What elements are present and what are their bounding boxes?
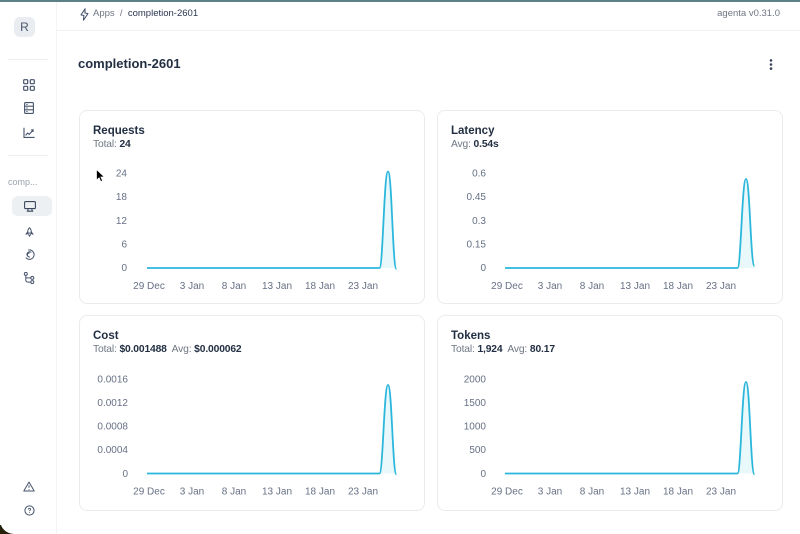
svg-text:8 Jan: 8 Jan (222, 487, 246, 498)
svg-text:3 Jan: 3 Jan (180, 281, 204, 292)
svg-text:29 Dec: 29 Dec (491, 281, 523, 292)
svg-text:23 Jan: 23 Jan (706, 281, 736, 292)
svg-text:3 Jan: 3 Jan (538, 281, 562, 292)
svg-text:0: 0 (480, 469, 486, 480)
svg-text:29 Dec: 29 Dec (133, 487, 165, 498)
svg-text:12: 12 (116, 216, 128, 227)
svg-text:24: 24 (116, 169, 128, 180)
svg-text:3 Jan: 3 Jan (538, 487, 562, 498)
svg-text:1000: 1000 (464, 422, 487, 433)
svg-text:0: 0 (480, 263, 486, 274)
svg-text:23 Jan: 23 Jan (706, 487, 736, 498)
svg-text:3 Jan: 3 Jan (180, 487, 204, 498)
svg-text:0.0004: 0.0004 (97, 445, 128, 456)
svg-text:6: 6 (121, 240, 127, 251)
svg-text:0.3: 0.3 (472, 216, 486, 227)
svg-text:8 Jan: 8 Jan (580, 487, 604, 498)
svg-text:18 Jan: 18 Jan (305, 281, 335, 292)
svg-text:0.6: 0.6 (472, 169, 486, 180)
svg-text:0: 0 (121, 263, 127, 274)
svg-text:18: 18 (116, 192, 128, 203)
svg-text:18 Jan: 18 Jan (663, 281, 693, 292)
svg-text:13 Jan: 13 Jan (620, 487, 650, 498)
svg-text:0: 0 (122, 469, 128, 480)
svg-text:0.45: 0.45 (467, 192, 487, 203)
svg-text:0.0008: 0.0008 (97, 422, 128, 433)
svg-text:0.15: 0.15 (467, 240, 487, 251)
svg-text:18 Jan: 18 Jan (663, 487, 693, 498)
svg-text:2000: 2000 (464, 374, 487, 385)
svg-text:29 Dec: 29 Dec (133, 281, 165, 292)
svg-text:0.0012: 0.0012 (97, 398, 128, 409)
svg-text:13 Jan: 13 Jan (620, 281, 650, 292)
svg-text:8 Jan: 8 Jan (580, 281, 604, 292)
svg-text:18 Jan: 18 Jan (305, 487, 335, 498)
svg-text:23 Jan: 23 Jan (348, 487, 378, 498)
svg-text:8 Jan: 8 Jan (222, 281, 246, 292)
svg-text:0.0016: 0.0016 (97, 374, 128, 385)
svg-text:13 Jan: 13 Jan (262, 281, 292, 292)
svg-text:29 Dec: 29 Dec (491, 487, 523, 498)
svg-text:13 Jan: 13 Jan (262, 487, 292, 498)
svg-text:23 Jan: 23 Jan (348, 281, 378, 292)
svg-text:1500: 1500 (464, 398, 487, 409)
svg-text:500: 500 (469, 445, 486, 456)
